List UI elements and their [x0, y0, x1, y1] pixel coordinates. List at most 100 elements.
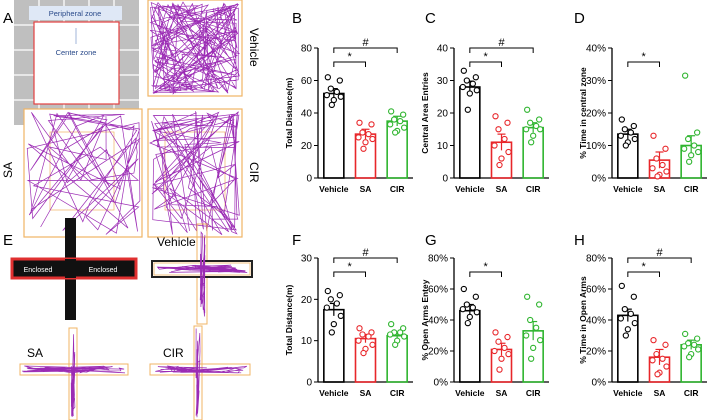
x-tick-label: Vehicle [455, 184, 485, 194]
data-point [533, 122, 540, 130]
significance-bracket [469, 271, 502, 277]
significance-bracket [469, 47, 534, 53]
data-point [472, 74, 479, 81]
y-axis-label: Total Distance(m) [284, 77, 294, 148]
data-point [336, 292, 343, 299]
movement-track [199, 231, 206, 317]
data-point [492, 329, 499, 336]
peripheral-zone-label: Peripheral zone [49, 9, 102, 18]
significance-marker: * [348, 51, 353, 63]
data-point [504, 333, 511, 341]
chart-panel-d: 0% 10% 20% 30% 40% % Time in central zone Vehi… [578, 44, 707, 194]
data-point [527, 316, 534, 324]
open-field-arena-sa [23, 108, 143, 238]
y-tick-label: 60% [586, 285, 606, 296]
data-point [491, 347, 498, 355]
data-point [694, 129, 701, 136]
y-tick-label: 30% [586, 76, 606, 87]
data-point [391, 116, 398, 123]
significance-marker: * [642, 261, 647, 273]
data-point [496, 161, 503, 169]
panel-letter-f: F [292, 232, 301, 249]
data-point [360, 145, 367, 152]
data-point [622, 332, 629, 339]
y-tick-label: 40% [428, 316, 448, 327]
significance-bracket [333, 257, 398, 263]
data-point [401, 333, 408, 340]
data-point [530, 132, 537, 139]
y-tick-label: 80% [586, 254, 606, 265]
data-point [368, 121, 375, 128]
data-point [365, 130, 372, 138]
y-tick-label: 30 [301, 254, 313, 265]
y-tick-label: 20% [428, 347, 448, 358]
data-point [627, 310, 634, 317]
data-point [466, 90, 473, 97]
data-point [388, 108, 395, 115]
data-point [686, 158, 693, 165]
data-point [649, 357, 656, 364]
data-point [495, 126, 502, 133]
data-point [328, 329, 335, 336]
y-tick-label: 20% [586, 109, 606, 120]
movement-track [149, 111, 240, 235]
data-point [523, 332, 530, 339]
bar-vehicle [323, 308, 345, 383]
significance-marker: # [498, 37, 505, 49]
plus-maze-cir [149, 325, 251, 420]
panel-letter-e: E [3, 232, 13, 249]
data-point [323, 304, 330, 311]
data-point [695, 148, 702, 156]
data-point [460, 285, 467, 293]
x-tick-label: CIR [526, 184, 541, 194]
data-point [528, 139, 535, 146]
data-point [691, 341, 698, 348]
data-point [627, 129, 634, 136]
data-point [368, 329, 375, 336]
data-point [624, 326, 631, 333]
y-tick-label: 60% [428, 285, 448, 296]
data-point [649, 165, 656, 172]
data-point [682, 72, 689, 79]
y-tick-label: 20 [437, 109, 449, 120]
open-field-arena-cir [147, 108, 243, 238]
open-field-label-vehicle: Vehicle [247, 28, 261, 67]
significance-marker: * [642, 51, 647, 63]
y-tick-label: 40% [586, 316, 606, 327]
data-point [496, 366, 503, 373]
data-point [359, 129, 366, 136]
data-point [327, 85, 334, 92]
data-point [505, 148, 512, 156]
center-zone-label: Center zone [56, 48, 97, 57]
data-point [618, 282, 625, 290]
data-point [495, 338, 502, 345]
data-point [653, 155, 660, 162]
panel-letter-c: C [425, 10, 436, 27]
data-point [369, 135, 376, 143]
x-tick-label: Vehicle [319, 184, 349, 194]
data-point [469, 304, 476, 311]
data-point [355, 134, 362, 141]
data-point [463, 301, 470, 308]
y-tick-label: 10 [301, 336, 313, 347]
data-point [504, 119, 511, 126]
significance-bracket [627, 257, 692, 263]
chart-panel-b: 0 20 40 60 80 Total Distance(m) Vehicle SA CIR * # [284, 37, 413, 194]
movement-track [21, 365, 126, 374]
data-point [491, 142, 498, 149]
data-point [365, 333, 372, 340]
significance-bracket [469, 61, 502, 67]
movement-track [156, 264, 248, 273]
x-tick-label: Vehicle [613, 184, 643, 194]
significance-bracket [333, 47, 398, 53]
data-point [681, 145, 688, 152]
data-point [327, 296, 334, 303]
data-point [387, 331, 394, 338]
x-tick-label: Vehicle [455, 388, 485, 398]
data-point [333, 88, 340, 96]
data-point [401, 124, 408, 131]
data-point [323, 91, 330, 99]
y-tick-label: 20 [301, 295, 313, 306]
significance-marker: * [484, 51, 489, 63]
data-point [528, 355, 535, 362]
